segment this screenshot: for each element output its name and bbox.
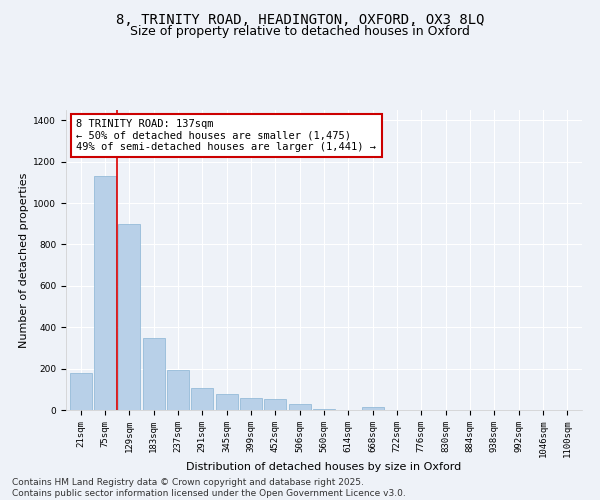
Bar (362, 407, 383, 410)
Bar (289, 404, 311, 410)
Text: 8 TRINITY ROAD: 137sqm
← 50% of detached houses are smaller (1,475)
49% of semi-: 8 TRINITY ROAD: 137sqm ← 50% of detached… (76, 119, 376, 152)
Bar (94, 176, 116, 410)
X-axis label: Distribution of detached houses by size in Oxford: Distribution of detached houses by size … (187, 462, 461, 471)
Bar (167, 370, 189, 410)
Text: Contains HM Land Registry data © Crown copyright and database right 2025.
Contai: Contains HM Land Registry data © Crown c… (12, 478, 406, 498)
Text: Size of property relative to detached houses in Oxford: Size of property relative to detached ho… (130, 25, 470, 38)
Bar (265, 398, 286, 410)
Bar (313, 409, 335, 410)
Bar (240, 398, 262, 410)
Text: 8, TRINITY ROAD, HEADINGTON, OXFORD, OX3 8LQ: 8, TRINITY ROAD, HEADINGTON, OXFORD, OX3… (116, 12, 484, 26)
Bar (215, 394, 238, 410)
Bar (191, 388, 213, 410)
Y-axis label: Number of detached properties: Number of detached properties (19, 172, 29, 348)
Bar (143, 338, 164, 410)
Bar (70, 373, 92, 410)
Bar (118, 224, 140, 410)
